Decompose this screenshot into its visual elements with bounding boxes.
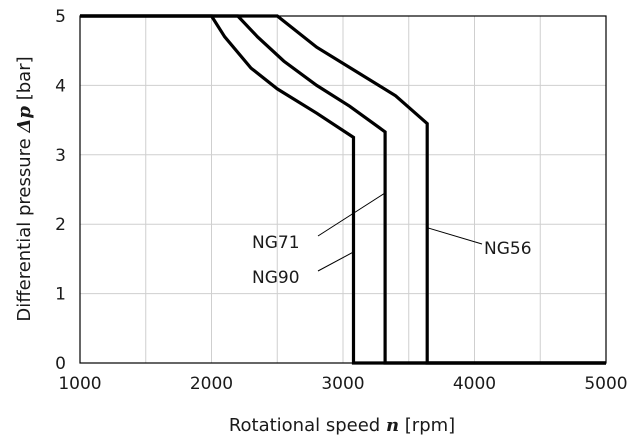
x-axis-title-prefix: Rotational speed — [229, 415, 386, 436]
curve-label-ng56: NG56 — [484, 239, 532, 259]
x-tick-label-2000: 2000 — [190, 374, 233, 394]
x-axis-title-unit: [rpm] — [399, 415, 455, 436]
curve-labels: NG71 NG90 NG56 — [252, 233, 532, 288]
curve-label-ng90: NG90 — [252, 268, 300, 288]
y-axis-title-variable: Δp — [14, 106, 35, 134]
x-axis-title-variable: n — [386, 415, 399, 436]
y-axis-title-prefix: Differential pressure — [14, 133, 35, 322]
y-tick-label-1: 1 — [55, 285, 66, 305]
x-tick-label-1000: 1000 — [58, 374, 101, 394]
y-tick-label-0: 0 — [55, 354, 66, 374]
plot-frame — [79, 15, 607, 364]
y-tick-label-3: 3 — [55, 146, 66, 166]
grid — [80, 16, 606, 363]
series-line-ng56 — [80, 14, 606, 365]
x-tick-label-5000: 5000 — [584, 374, 627, 394]
y-tick-label-4: 4 — [55, 76, 66, 96]
x-tick-label-3000: 3000 — [321, 374, 364, 394]
annotation-leaders — [317, 192, 483, 272]
leader-line-ng71 — [317, 192, 386, 237]
curve-label-ng71: NG71 — [252, 233, 300, 253]
leader-line-ng90 — [317, 251, 354, 272]
x-axis-title: Rotational speed n [rpm] — [229, 415, 455, 436]
y-tick-label-5: 5 — [55, 7, 66, 27]
y-axis-title-unit: [bar] — [14, 56, 35, 106]
leader-line-ng56 — [427, 227, 483, 245]
y-axis-title: Differential pressure Δp [bar] — [14, 56, 35, 321]
x-tick-label-4000: 4000 — [453, 374, 496, 394]
y-tick-labels: 0 1 2 3 4 5 — [55, 7, 66, 374]
series-line-ng71 — [80, 14, 606, 365]
x-tick-labels: 1000 2000 3000 4000 5000 — [58, 374, 627, 394]
series-group — [80, 14, 606, 365]
series-line-ng90 — [80, 14, 606, 365]
y-tick-label-2: 2 — [55, 215, 66, 235]
